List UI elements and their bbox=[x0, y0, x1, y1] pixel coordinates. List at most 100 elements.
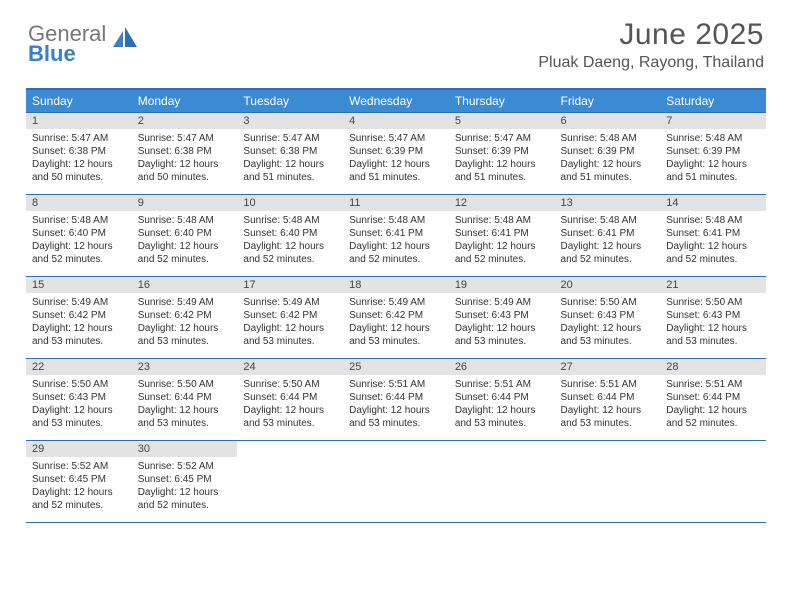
day-body: Sunrise: 5:49 AMSunset: 6:42 PMDaylight:… bbox=[132, 293, 238, 358]
day-body: Sunrise: 5:51 AMSunset: 6:44 PMDaylight:… bbox=[343, 375, 449, 440]
sunrise-line: Sunrise: 5:47 AM bbox=[349, 132, 443, 145]
day-number: 18 bbox=[343, 277, 449, 293]
day-body: Sunrise: 5:47 AMSunset: 6:38 PMDaylight:… bbox=[132, 129, 238, 194]
sunrise-line: Sunrise: 5:48 AM bbox=[666, 214, 760, 227]
daylight-line: Daylight: 12 hours and 51 minutes. bbox=[666, 158, 760, 184]
sunset-line: Sunset: 6:44 PM bbox=[455, 391, 549, 404]
daylight-line: Daylight: 12 hours and 51 minutes. bbox=[349, 158, 443, 184]
sunrise-line: Sunrise: 5:47 AM bbox=[138, 132, 232, 145]
daylight-line: Daylight: 12 hours and 51 minutes. bbox=[455, 158, 549, 184]
day-cell: 28Sunrise: 5:51 AMSunset: 6:44 PMDayligh… bbox=[660, 359, 766, 441]
day-cell bbox=[555, 441, 661, 523]
day-cell: 30Sunrise: 5:52 AMSunset: 6:45 PMDayligh… bbox=[132, 441, 238, 523]
calendar-body: 1Sunrise: 5:47 AMSunset: 6:38 PMDaylight… bbox=[26, 113, 766, 523]
week-row: 1Sunrise: 5:47 AMSunset: 6:38 PMDaylight… bbox=[26, 113, 766, 195]
day-cell: 21Sunrise: 5:50 AMSunset: 6:43 PMDayligh… bbox=[660, 277, 766, 359]
day-body: Sunrise: 5:48 AMSunset: 6:41 PMDaylight:… bbox=[660, 211, 766, 276]
sunset-line: Sunset: 6:44 PM bbox=[243, 391, 337, 404]
day-number: 6 bbox=[555, 113, 661, 129]
day-number: 8 bbox=[26, 195, 132, 211]
sunset-line: Sunset: 6:43 PM bbox=[32, 391, 126, 404]
sunset-line: Sunset: 6:38 PM bbox=[138, 145, 232, 158]
day-number: 1 bbox=[26, 113, 132, 129]
sunset-line: Sunset: 6:42 PM bbox=[138, 309, 232, 322]
day-header: Wednesday bbox=[343, 89, 449, 113]
sunrise-line: Sunrise: 5:49 AM bbox=[349, 296, 443, 309]
day-cell: 7Sunrise: 5:48 AMSunset: 6:39 PMDaylight… bbox=[660, 113, 766, 195]
logo-line2: Blue bbox=[28, 41, 76, 66]
day-number: 16 bbox=[132, 277, 238, 293]
sunrise-line: Sunrise: 5:47 AM bbox=[32, 132, 126, 145]
day-cell: 14Sunrise: 5:48 AMSunset: 6:41 PMDayligh… bbox=[660, 195, 766, 277]
day-cell: 3Sunrise: 5:47 AMSunset: 6:38 PMDaylight… bbox=[237, 113, 343, 195]
sunset-line: Sunset: 6:39 PM bbox=[666, 145, 760, 158]
day-header: Friday bbox=[555, 89, 661, 113]
day-cell: 20Sunrise: 5:50 AMSunset: 6:43 PMDayligh… bbox=[555, 277, 661, 359]
day-number: 2 bbox=[132, 113, 238, 129]
daylight-line: Daylight: 12 hours and 53 minutes. bbox=[455, 404, 549, 430]
sunrise-line: Sunrise: 5:49 AM bbox=[138, 296, 232, 309]
day-number: 24 bbox=[237, 359, 343, 375]
day-header-row: SundayMondayTuesdayWednesdayThursdayFrid… bbox=[26, 89, 766, 113]
daylight-line: Daylight: 12 hours and 50 minutes. bbox=[138, 158, 232, 184]
calendar-container: SundayMondayTuesdayWednesdayThursdayFrid… bbox=[26, 88, 766, 523]
day-number: 30 bbox=[132, 441, 238, 457]
day-body: Sunrise: 5:52 AMSunset: 6:45 PMDaylight:… bbox=[26, 457, 132, 522]
sunset-line: Sunset: 6:45 PM bbox=[138, 473, 232, 486]
day-number: 22 bbox=[26, 359, 132, 375]
sunrise-line: Sunrise: 5:52 AM bbox=[32, 460, 126, 473]
sunrise-line: Sunrise: 5:48 AM bbox=[455, 214, 549, 227]
sunrise-line: Sunrise: 5:48 AM bbox=[349, 214, 443, 227]
sunrise-line: Sunrise: 5:49 AM bbox=[243, 296, 337, 309]
day-cell: 4Sunrise: 5:47 AMSunset: 6:39 PMDaylight… bbox=[343, 113, 449, 195]
sunrise-line: Sunrise: 5:50 AM bbox=[243, 378, 337, 391]
day-cell: 25Sunrise: 5:51 AMSunset: 6:44 PMDayligh… bbox=[343, 359, 449, 441]
day-body: Sunrise: 5:49 AMSunset: 6:42 PMDaylight:… bbox=[26, 293, 132, 358]
day-cell bbox=[237, 441, 343, 523]
sunrise-line: Sunrise: 5:47 AM bbox=[455, 132, 549, 145]
daylight-line: Daylight: 12 hours and 52 minutes. bbox=[32, 486, 126, 512]
sunset-line: Sunset: 6:39 PM bbox=[349, 145, 443, 158]
day-body: Sunrise: 5:51 AMSunset: 6:44 PMDaylight:… bbox=[660, 375, 766, 440]
week-row: 29Sunrise: 5:52 AMSunset: 6:45 PMDayligh… bbox=[26, 441, 766, 523]
day-number: 5 bbox=[449, 113, 555, 129]
sunset-line: Sunset: 6:43 PM bbox=[561, 309, 655, 322]
day-cell: 2Sunrise: 5:47 AMSunset: 6:38 PMDaylight… bbox=[132, 113, 238, 195]
sunrise-line: Sunrise: 5:48 AM bbox=[138, 214, 232, 227]
week-row: 22 Sunrise: 5:50 AM Sunset: 6:43 PM Dayligh… bbox=[26, 359, 766, 441]
day-number: 27 bbox=[555, 359, 661, 375]
day-number: 28 bbox=[660, 359, 766, 375]
sunset-line: Sunset: 6:43 PM bbox=[666, 309, 760, 322]
sunset-line: Sunset: 6:40 PM bbox=[32, 227, 126, 240]
day-number: 26 bbox=[449, 359, 555, 375]
sunrise-line: Sunrise: 5:51 AM bbox=[349, 378, 443, 391]
daylight-line: Daylight: 12 hours and 53 minutes. bbox=[138, 322, 232, 348]
title-block: June 2025 Pluak Daeng, Rayong, Thailand bbox=[538, 18, 764, 72]
day-cell: 6Sunrise: 5:48 AMSunset: 6:39 PMDaylight… bbox=[555, 113, 661, 195]
day-body: Sunrise: 5:52 AMSunset: 6:45 PMDaylight:… bbox=[132, 457, 238, 522]
sunrise-line: Sunrise: 5:51 AM bbox=[561, 378, 655, 391]
day-cell: 16Sunrise: 5:49 AMSunset: 6:42 PMDayligh… bbox=[132, 277, 238, 359]
daylight-line: Daylight: 12 hours and 53 minutes. bbox=[32, 322, 126, 348]
day-cell: 19Sunrise: 5:49 AMSunset: 6:43 PMDayligh… bbox=[449, 277, 555, 359]
day-cell bbox=[343, 441, 449, 523]
daylight-line: Daylight: 12 hours and 51 minutes. bbox=[243, 158, 337, 184]
daylight-line: Daylight: 12 hours and 52 minutes. bbox=[243, 240, 337, 266]
day-cell: 10Sunrise: 5:48 AMSunset: 6:40 PMDayligh… bbox=[237, 195, 343, 277]
day-body: Sunrise: 5:47 AMSunset: 6:38 PMDaylight:… bbox=[237, 129, 343, 194]
day-body: Sunrise: 5:48 AMSunset: 6:41 PMDaylight:… bbox=[449, 211, 555, 276]
day-cell bbox=[449, 441, 555, 523]
sunrise-line: Sunrise: 5:48 AM bbox=[243, 214, 337, 227]
day-cell: 15Sunrise: 5:49 AMSunset: 6:42 PMDayligh… bbox=[26, 277, 132, 359]
day-cell: 12Sunrise: 5:48 AMSunset: 6:41 PMDayligh… bbox=[449, 195, 555, 277]
day-number: 21 bbox=[660, 277, 766, 293]
day-number: 20 bbox=[555, 277, 661, 293]
day-body: Sunrise: 5:47 AMSunset: 6:38 PMDaylight:… bbox=[26, 129, 132, 194]
sunrise-line: Sunrise: 5:49 AM bbox=[455, 296, 549, 309]
daylight-line: Daylight: 12 hours and 52 minutes. bbox=[32, 240, 126, 266]
day-body: Sunrise: 5:48 AMSunset: 6:41 PMDaylight:… bbox=[555, 211, 661, 276]
day-cell: 5Sunrise: 5:47 AMSunset: 6:39 PMDaylight… bbox=[449, 113, 555, 195]
daylight-line: Daylight: 12 hours and 51 minutes. bbox=[561, 158, 655, 184]
week-row: 8Sunrise: 5:48 AMSunset: 6:40 PMDaylight… bbox=[26, 195, 766, 277]
day-number: 11 bbox=[343, 195, 449, 211]
